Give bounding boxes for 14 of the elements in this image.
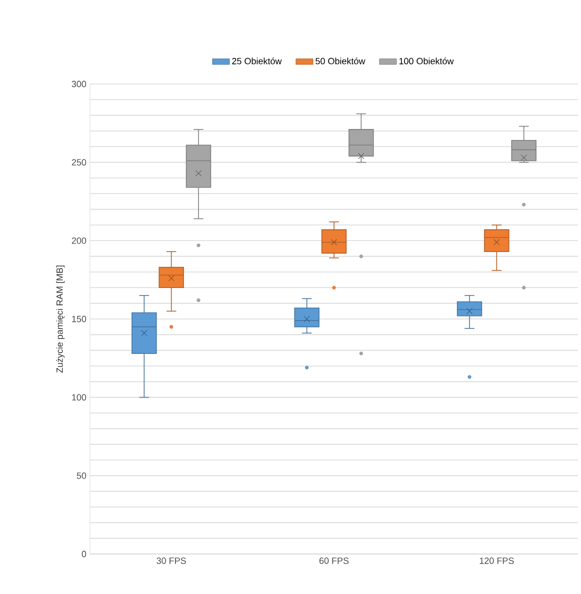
legend-label: 25 Obiektów [232, 58, 282, 64]
x-tick-label: 30 FPS [156, 558, 186, 564]
y-axis-title: Zużycie pamięci RAM [MB] [56, 266, 65, 373]
y-tick-label: 200 [72, 237, 86, 244]
y-tick-label: 100 [72, 394, 86, 401]
x-tick-label: 60 FPS [319, 558, 349, 564]
y-tick-label: 250 [72, 159, 86, 166]
y-tick-label: 300 [72, 80, 86, 88]
y-tick-label: 50 [76, 472, 86, 479]
x-tick-label: 120 FPS [480, 558, 514, 564]
y-tick-label: 0 [82, 550, 86, 558]
y-tick-label: 150 [72, 316, 86, 322]
legend-label: 50 Obiektów [316, 58, 366, 64]
legend-label: 100 Obiektów [399, 58, 454, 64]
